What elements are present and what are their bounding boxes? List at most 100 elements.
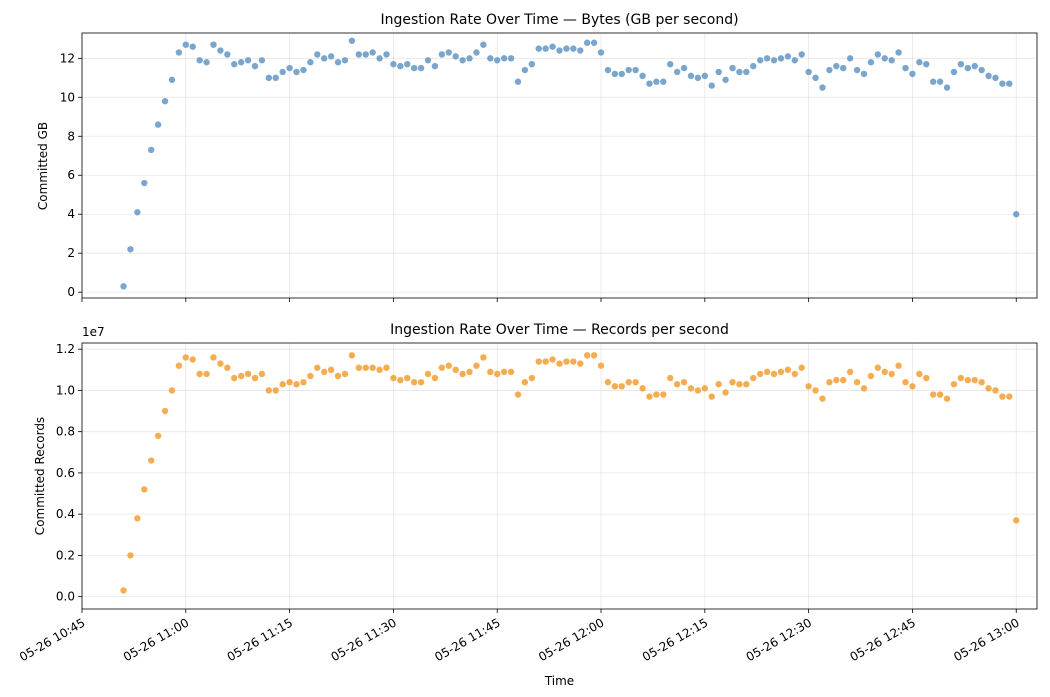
data-point	[763, 55, 771, 62]
data-point	[514, 78, 522, 85]
data-point	[736, 68, 743, 76]
x-tick-label: 05-26 12:30	[744, 615, 814, 664]
data-point	[812, 387, 819, 394]
x-tick-label: 05-26 11:45	[432, 615, 502, 664]
data-point	[985, 72, 992, 80]
data-point	[756, 57, 764, 64]
data-point	[521, 66, 529, 74]
data-point	[148, 146, 155, 154]
data-point	[680, 64, 688, 72]
data-point	[632, 378, 639, 386]
data-point	[272, 74, 279, 82]
data-point	[237, 372, 245, 380]
data-point	[182, 41, 190, 48]
records-y-ticks: 0.0 0.2 0.4 0.6 0.8 1.0 1.2	[56, 342, 82, 604]
data-point	[985, 385, 992, 392]
data-point	[507, 55, 515, 62]
data-point	[224, 364, 231, 371]
data-point	[390, 374, 397, 382]
data-point	[369, 49, 376, 56]
data-point	[321, 55, 328, 62]
data-point	[251, 374, 259, 382]
y-tick-label: 6	[67, 168, 75, 182]
data-point	[902, 64, 909, 72]
data-point	[840, 376, 847, 384]
data-point	[334, 59, 342, 66]
data-point	[480, 41, 487, 48]
data-point	[500, 55, 508, 62]
y-tick-label: 0	[67, 285, 75, 299]
y-tick-label: 0.8	[56, 425, 75, 439]
data-point	[978, 66, 985, 74]
data-point	[950, 68, 958, 76]
data-point	[667, 60, 674, 68]
data-point	[881, 55, 888, 62]
data-point	[729, 378, 736, 386]
data-point	[376, 366, 383, 374]
records-offset-label: 1e7	[82, 325, 105, 339]
data-point	[777, 368, 785, 376]
data-point	[694, 387, 702, 394]
data-point	[874, 51, 882, 58]
data-point	[791, 370, 798, 378]
data-point	[971, 376, 978, 384]
data-point	[646, 393, 653, 400]
data-point	[556, 360, 563, 367]
data-point	[494, 57, 501, 64]
data-point	[404, 60, 411, 68]
data-point	[466, 368, 473, 376]
data-point	[583, 352, 591, 359]
bytes-panel: Ingestion Rate Over Time — Bytes (GB per…	[36, 12, 1038, 302]
data-point	[154, 121, 162, 128]
data-point	[653, 78, 660, 85]
data-point	[376, 55, 383, 62]
data-point	[355, 364, 363, 371]
data-point	[487, 55, 494, 62]
data-point	[341, 57, 349, 64]
data-point	[846, 368, 854, 376]
data-point	[244, 57, 252, 64]
data-point	[265, 387, 273, 394]
data-point	[929, 391, 937, 398]
data-point	[286, 378, 293, 386]
data-point	[819, 84, 826, 91]
data-point	[452, 53, 459, 60]
data-point	[535, 358, 542, 365]
data-point	[424, 57, 432, 64]
bytes-chart-title: Ingestion Rate Over Time — Bytes (GB per…	[380, 12, 738, 28]
data-point	[604, 66, 612, 74]
data-point	[528, 374, 536, 382]
data-point	[369, 364, 376, 371]
x-tick-label: 05-26 12:45	[847, 615, 917, 664]
data-point	[161, 407, 169, 415]
data-point	[708, 82, 715, 89]
data-point	[618, 70, 625, 78]
data-point	[992, 74, 999, 82]
data-point	[957, 374, 965, 382]
records-plot-frame	[81, 342, 1038, 610]
data-point	[466, 55, 473, 62]
bytes-x-ticks	[81, 298, 1017, 302]
data-point	[258, 57, 266, 64]
data-point	[321, 368, 328, 376]
data-point	[542, 45, 549, 52]
data-point	[805, 383, 812, 390]
data-point	[660, 391, 667, 398]
data-point	[743, 68, 750, 76]
data-point	[756, 370, 764, 378]
data-point	[936, 78, 944, 85]
data-point	[590, 39, 598, 46]
data-point	[272, 387, 279, 394]
data-point	[141, 486, 148, 493]
data-point	[667, 374, 674, 382]
data-point	[826, 66, 833, 74]
data-point	[909, 70, 916, 78]
data-point	[1013, 211, 1020, 218]
data-point	[770, 370, 778, 378]
data-point	[812, 74, 819, 82]
data-point	[175, 362, 183, 369]
data-point	[597, 362, 605, 369]
data-point	[653, 391, 660, 398]
data-point	[916, 59, 923, 66]
